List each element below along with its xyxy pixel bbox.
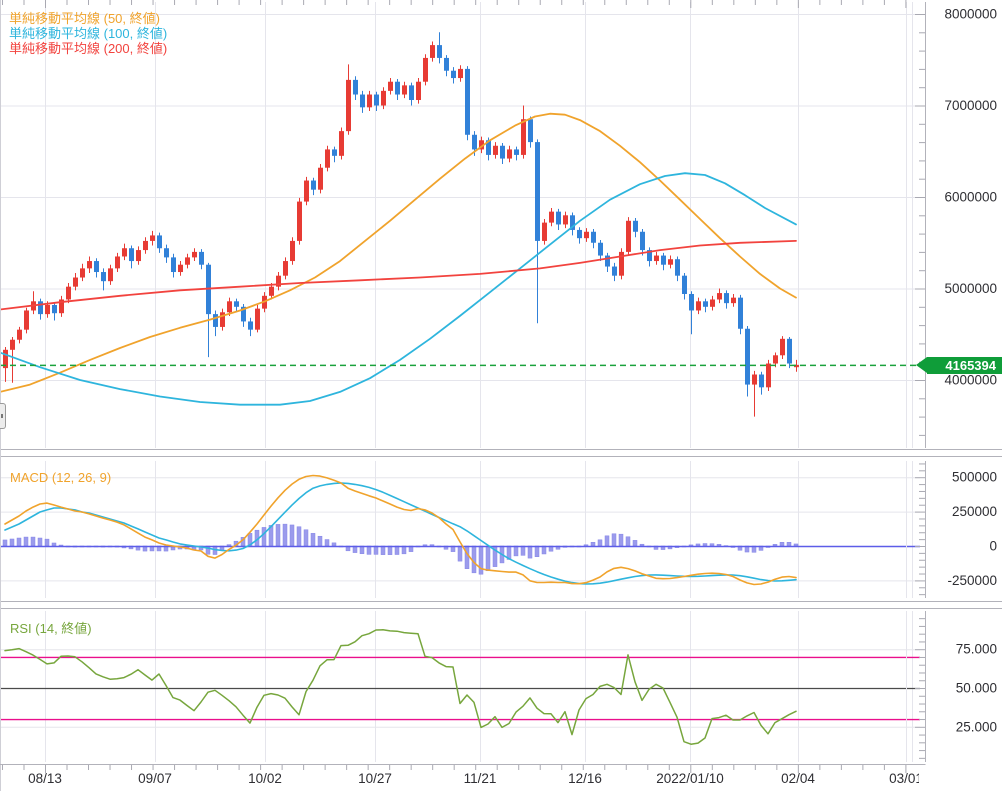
price-panel[interactable] <box>0 32 916 417</box>
svg-text:-250000: -250000 <box>947 573 997 588</box>
svg-text:0: 0 <box>989 539 997 554</box>
svg-text:12/16: 12/16 <box>568 771 602 786</box>
last-price-value: 4165394 <box>945 358 996 373</box>
svg-text:03/01: 03/01 <box>889 771 923 786</box>
svg-text:09/07: 09/07 <box>138 771 172 786</box>
svg-text:25.000: 25.000 <box>956 719 997 734</box>
svg-text:50.000: 50.000 <box>956 681 997 696</box>
svg-text:10/27: 10/27 <box>358 771 392 786</box>
svg-text:500000: 500000 <box>952 470 997 485</box>
svg-text:10/02: 10/02 <box>248 771 282 786</box>
svg-text:7000000: 7000000 <box>944 98 997 113</box>
price-tag-arrow-icon <box>916 357 927 373</box>
svg-text:6000000: 6000000 <box>944 190 997 205</box>
svg-text:4000000: 4000000 <box>944 373 997 388</box>
grid-layer <box>0 2 920 762</box>
last-price-tag: 4165394 <box>916 357 1002 374</box>
rsi-panel[interactable] <box>0 629 920 745</box>
macd-panel[interactable] <box>0 474 920 586</box>
x-axis-labels: 08/13 09/07 10/02 10/27 11/21 12/16 2022/01/10… <box>28 771 923 786</box>
svg-text:75.000: 75.000 <box>956 642 997 657</box>
svg-text:08/13: 08/13 <box>28 771 62 786</box>
svg-text:2022/01/10: 2022/01/10 <box>656 771 724 786</box>
svg-text:8000000: 8000000 <box>944 7 997 22</box>
svg-text:02/04: 02/04 <box>781 771 815 786</box>
svg-text:11/21: 11/21 <box>464 771 497 786</box>
svg-text:250000: 250000 <box>952 504 997 519</box>
panel-collapse-handle[interactable] <box>0 403 6 429</box>
svg-text:5000000: 5000000 <box>944 281 997 296</box>
